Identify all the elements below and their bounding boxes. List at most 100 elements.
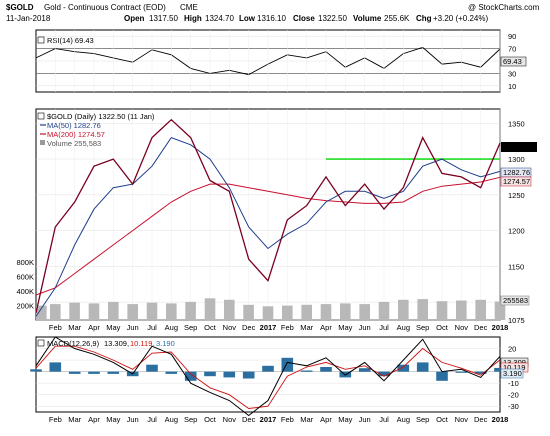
volume-bar [204,298,216,320]
volume-bar [146,302,158,320]
x-axis-label: Sep [416,415,429,424]
signal-legend-value: 10.119, [130,339,154,348]
rsi-value-tag: 69.43 [500,56,527,67]
watermark: @ StockCharts.com [468,3,540,12]
macd-histogram-bar [455,371,468,373]
macd-tick-label: -10 [508,379,519,388]
macd-histogram-bar [107,371,120,374]
ma50-value-tag-text: 1282.76 [503,168,530,177]
x-axis-label: Sep [184,415,197,424]
symbol-title: $GOLD [6,3,34,12]
x-axis-label: Jul [379,323,389,332]
x-axis-label: Jul [147,415,157,424]
x-axis-label: Aug [165,323,178,332]
x-axis-label: May [106,323,120,332]
chg-value: +3.20 (+0.24%) [433,14,488,23]
macd-histogram-bar [30,369,42,372]
volume-bar [224,299,235,320]
x-axis-label: Oct [436,323,449,332]
x-axis-label: Oct [204,415,217,424]
macd-legend-title: MACD(12,26,9) [47,339,100,348]
x-axis-label: Feb [281,323,294,332]
macd-panel-frame [35,336,501,413]
price-collapse-icon[interactable] [37,112,45,120]
x-axis-label: Aug [397,415,410,424]
x-axis-label: Nov [455,415,469,424]
price-line [35,118,501,313]
x-axis-label: Feb [281,415,294,424]
x-axis-label: May [106,415,120,424]
macd-collapse-icon[interactable] [37,339,45,347]
volume-bar [262,306,274,320]
signal-line [35,345,501,409]
macd-histogram-bar [223,371,236,378]
volume-bar [378,301,390,320]
volume-tick-label: 600K [16,273,34,282]
volume-bar [282,305,293,320]
macd-histogram-bar [474,371,487,374]
open-label: Open [124,14,145,23]
x-axis-label: Jun [127,323,139,332]
macd-value-tag-text: 13.309 [503,358,526,367]
x-axis-label: Dec [474,415,488,424]
rsi-collapse-icon[interactable] [37,36,45,44]
macd-tick-label: -30 [508,402,519,411]
volume-bar [456,300,467,320]
high-value: 1324.70 [205,14,234,23]
volume-bar [436,301,448,320]
volume-bar [88,303,100,320]
volume-legend: Volume 255,583 [47,139,101,148]
macd-histogram-bar [146,364,158,372]
x-axis-label: Apr [88,323,100,332]
ma200-value-tag-text: 1274.57 [503,177,530,186]
macd-histogram-bar [88,371,100,374]
rsi-value-tag-text: 69.43 [503,57,522,66]
price-tick-label: 1300 [508,155,525,164]
ma200-value-tag: 1274.57 [500,176,532,187]
x-axis-label: Nov [455,323,469,332]
rsi-tick-label: 30 [508,69,516,78]
hist-value-tag: 3.190 [500,368,524,379]
x-axis-label: Dec [474,323,488,332]
volume-bar [398,299,409,320]
price-value-tag: 1322.50 [501,142,537,152]
volume-bar [475,299,486,320]
x-axis-label: Mar [300,415,313,424]
ma200-legend: MA(200) 1274.57 [47,130,105,139]
volume-bar [108,301,119,320]
macd-histogram-bar [204,371,216,377]
volume-bar [417,299,428,320]
x-axis-label: May [338,415,352,424]
macd-histogram-bar [358,368,371,372]
x-axis-label: Mar [300,323,313,332]
instrument-name: Gold - Continuous Contract (EOD) [44,3,166,12]
volume-ticks: 800K 600K 400K 200K [16,258,34,310]
x-axis-label: Feb [49,323,62,332]
price-tick-label: 1200 [508,227,525,236]
x-axis-label: Jul [147,323,157,332]
x-axis-label: Jul [379,415,389,424]
macd-histogram-bar [262,365,274,372]
volume-bar [340,303,351,320]
x-axis-label: Dec [242,415,256,424]
volume-bar [127,304,138,320]
macd-tick-label: 20 [508,345,516,354]
volume-bar [50,304,61,320]
volume-label: Volume [353,14,382,23]
hist-legend-value: 3.190 [156,339,175,348]
macd-histogram-bar [378,371,390,377]
x-axis-label: May [338,323,352,332]
chg-label: Chg [416,14,432,23]
volume-bar [69,302,80,320]
x-axis-label: Apr [320,415,332,424]
rsi-tick-label: 10 [508,82,516,91]
volume-bar [320,304,332,320]
rsi-tick-label: 70 [508,45,516,54]
low-value: 1316.10 [257,14,286,23]
x-axis-label: Apr [320,323,332,332]
signal-value-tag-text: 10.119 [503,363,525,372]
x-axis-label: Mar [68,323,81,332]
volume-tick-label: 400K [16,287,34,296]
volume-value-tag: 255583 [500,295,530,306]
